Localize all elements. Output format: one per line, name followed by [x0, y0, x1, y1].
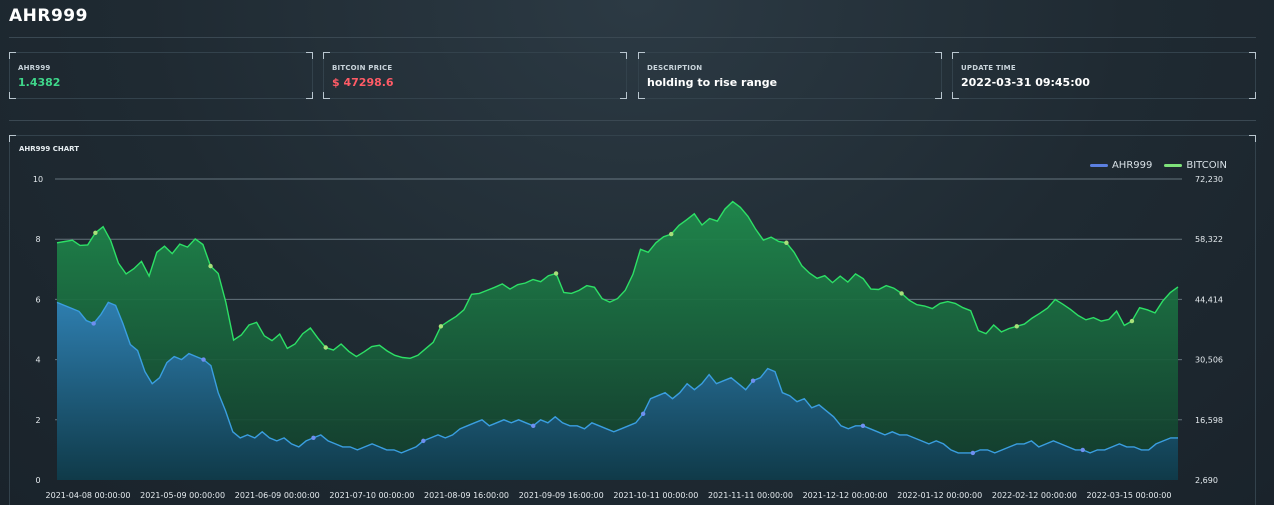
x-tick-label: 2022-01-12 00:00:00 [897, 491, 982, 500]
series-point-bitcoin [669, 231, 674, 237]
series-line-ahr999 [56, 301, 1178, 454]
chart-panel [9, 135, 1256, 505]
card-ahr999: AHR999 1.4382 [9, 52, 313, 99]
x-tick-label: 2021-04-08 00:00:00 [46, 491, 131, 500]
card-label: AHR999 [18, 64, 51, 72]
series-point-bitcoin [93, 230, 98, 236]
page-title: AHR999 [9, 6, 88, 26]
series-point-ahr999 [750, 378, 756, 383]
x-tick-label: 2021-12-12 00:00:00 [803, 491, 888, 500]
y-tick-label-left: 4 [35, 356, 40, 365]
legend-item-bitcoin[interactable]: BITCOIN [1164, 160, 1227, 171]
x-tick-label: 2021-08-09 16:00:00 [424, 491, 509, 500]
card-label: UPDATE TIME [961, 64, 1016, 72]
x-tick-label: 2021-06-09 00:00:00 [235, 491, 320, 500]
y-tick-label-left: 8 [35, 235, 40, 244]
legend-swatch [1089, 164, 1108, 167]
card-value: 2022-03-31 09:45:00 [961, 76, 1090, 89]
y-tick-label-left: 6 [35, 295, 40, 304]
y-tick-label-right: 58,322 [1195, 235, 1223, 244]
chart-title: AHR999 CHART [19, 145, 79, 153]
x-tick-label: 2021-11-11 00:00:00 [708, 491, 793, 500]
series-point-ahr999 [640, 411, 646, 416]
divider [9, 120, 1256, 121]
card-update-time: UPDATE TIME 2022-03-31 09:45:00 [952, 52, 1256, 99]
series-point-ahr999 [970, 450, 976, 456]
y-tick-label-right: 2,690 [1195, 476, 1218, 485]
y-tick-label-right: 30,506 [1195, 356, 1223, 365]
series-point-bitcoin [553, 271, 559, 276]
y-axis-left: 0 2 4 6 8 10 [33, 175, 43, 485]
card-label: DESCRIPTION [647, 64, 703, 72]
chart-areas [56, 200, 1179, 480]
card-value: 1.4382 [18, 76, 61, 89]
series-point-bitcoin [323, 345, 328, 350]
legend-label: BITCOIN [1186, 160, 1227, 171]
card-label: BITCOIN PRICE [332, 64, 393, 72]
series-point-bitcoin [1014, 324, 1019, 329]
series-area-ahr999 [57, 302, 1178, 480]
card-bitcoin-price: BITCOIN PRICE $ 47298.6 [323, 52, 627, 99]
legend-label: AHR999 [1111, 160, 1153, 171]
legend-swatch [1164, 164, 1183, 167]
series-point-bitcoin [1129, 318, 1135, 324]
series-point-ahr999 [531, 423, 536, 429]
y-tick-label-right: 72,230 [1195, 175, 1223, 184]
x-tick-label: 2022-03-15 00:00:00 [1087, 491, 1172, 500]
card-value: $ 47298.6 [332, 76, 394, 89]
y-tick-label-right: 16,598 [1195, 416, 1223, 425]
card-value: holding to rise range [647, 76, 778, 89]
series-line-bitcoin [56, 200, 1179, 360]
divider [9, 37, 1256, 38]
series-point-bitcoin [208, 263, 213, 269]
y-tick-label-left: 10 [33, 175, 43, 184]
series-point-bitcoin [784, 240, 789, 245]
series-point-ahr999 [1080, 447, 1085, 453]
series-point-ahr999 [91, 321, 96, 326]
chart-legend: AHR999 BITCOIN [1089, 160, 1227, 171]
y-tick-label-left: 2 [35, 416, 40, 425]
y-axis-right: 2,690 16,598 30,506 44,414 58,322 72,230 [1195, 175, 1223, 485]
x-tick-label: 2021-07-10 00:00:00 [329, 491, 414, 500]
x-tick-label: 2021-05-09 00:00:00 [140, 491, 225, 500]
legend-item-ahr999[interactable]: AHR999 [1089, 160, 1153, 171]
x-tick-label: 2021-10-11 00:00:00 [613, 491, 698, 500]
card-description: DESCRIPTION holding to rise range [638, 52, 942, 99]
x-axis: 2021-04-08 00:00:00 2021-05-09 00:00:00 20… [46, 491, 1172, 500]
x-tick-label: 2022-02-12 00:00:00 [992, 491, 1077, 500]
series-point-bitcoin [438, 324, 444, 329]
y-tick-label-right: 44,414 [1195, 295, 1223, 304]
y-tick-label-left: 0 [35, 476, 40, 485]
series-point-bitcoin [899, 291, 904, 296]
series-area-bitcoin [57, 201, 1178, 480]
series-point-ahr999 [201, 357, 206, 362]
series-point-ahr999 [860, 423, 866, 429]
series-point-ahr999 [311, 435, 316, 441]
x-tick-label: 2021-09-09 16:00:00 [519, 491, 604, 500]
series-point-ahr999 [421, 438, 426, 444]
